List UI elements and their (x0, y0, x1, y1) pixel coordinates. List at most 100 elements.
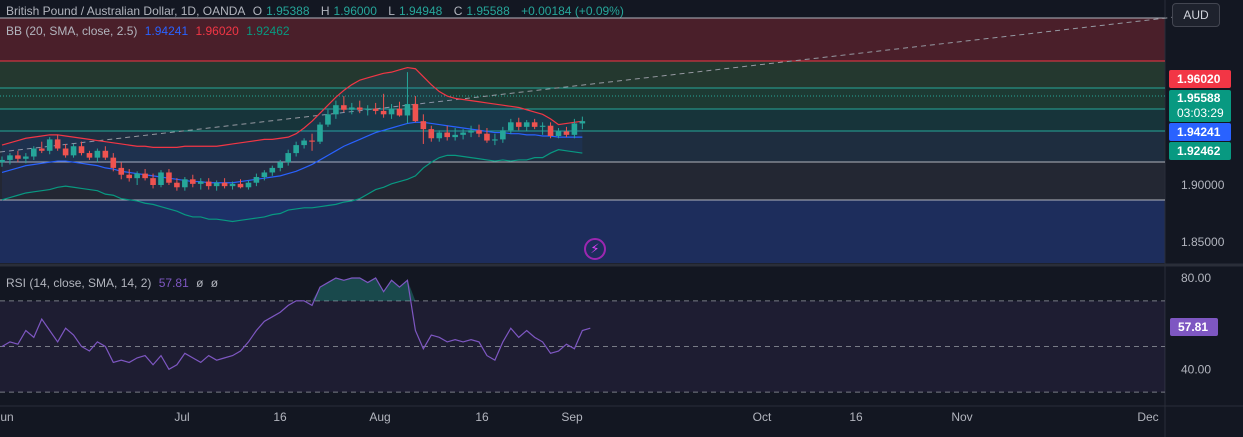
change-value: +0.00184 (+0.09%) (521, 4, 624, 18)
candle (94, 148, 101, 163)
rsi-legend-na2: ø (210, 276, 219, 290)
candle (142, 169, 148, 181)
candle (380, 93, 387, 118)
candle-body (182, 179, 188, 188)
candle-body (452, 134, 458, 138)
candle (277, 159, 284, 172)
candle (333, 100, 339, 119)
candle (54, 134, 61, 151)
candle (531, 118, 538, 130)
candle-body (7, 155, 13, 160)
candle-body (484, 133, 490, 141)
candle-body (62, 148, 69, 156)
candle (388, 104, 395, 119)
open-label: O (252, 4, 263, 18)
bb-upper-value: 1.96020 (195, 24, 239, 38)
lower-band-tag: 1.92462 (1169, 142, 1231, 160)
upper-band-tag: 1.96020 (1169, 70, 1231, 88)
candle (197, 178, 204, 190)
price-tick-label: 1.90000 (1181, 178, 1225, 192)
candle-body (197, 181, 204, 184)
trend-line (0, 16, 1176, 153)
candle (134, 171, 140, 185)
candle (15, 150, 21, 163)
rsi-legend-label: RSI (14, close, SMA, 14, 2) (6, 276, 152, 290)
candle-body (118, 167, 125, 175)
candle (31, 146, 37, 160)
time-tick-label: 16 (273, 410, 287, 424)
candle-body (293, 145, 299, 154)
candle (245, 180, 252, 190)
candle-body (221, 182, 228, 187)
candle-body (38, 148, 45, 151)
price-tick-label: 1.85000 (1181, 235, 1225, 249)
candle-body (301, 140, 307, 146)
close-label: C (453, 4, 463, 18)
candle (166, 169, 172, 185)
candle (293, 141, 299, 157)
candle (229, 181, 236, 190)
candle (460, 129, 466, 140)
rsi-tag: 57.81 (1170, 318, 1218, 336)
time-tick-label: Aug (369, 410, 390, 424)
candle (78, 141, 85, 156)
candle (253, 173, 260, 187)
candle-body (70, 146, 77, 156)
candle-body (547, 125, 554, 136)
candle (325, 109, 331, 127)
candle (484, 128, 490, 143)
candle-body (579, 121, 586, 124)
candle-body (563, 131, 570, 135)
candle-body (285, 153, 291, 163)
candle (7, 153, 13, 165)
candle-body (309, 140, 315, 142)
candle (492, 133, 498, 146)
candle (372, 102, 379, 115)
candle-body (388, 108, 395, 115)
candle (237, 179, 244, 189)
candle (285, 149, 291, 166)
countdown-timer: 03:03:29 (1177, 106, 1224, 120)
candle-body (523, 122, 530, 127)
bb-basis-value: 1.94241 (144, 24, 189, 38)
deep-zone (0, 200, 1165, 263)
last-price-tag: 1.95588 03:03:29 (1169, 90, 1231, 122)
candle-body (158, 172, 164, 185)
candle (555, 128, 562, 139)
bb-legend[interactable]: BB (20, SMA, close, 2.5) 1.94241 1.96020… (6, 24, 294, 38)
currency-button[interactable]: AUD (1172, 3, 1220, 27)
symbol-title: British Pound / Australian Dollar, 1D, O… (6, 4, 246, 18)
candle-body (94, 150, 101, 158)
candle (102, 146, 109, 160)
candle (579, 116, 586, 130)
candle (213, 180, 220, 191)
candle-body (325, 114, 331, 125)
zone-1 (0, 61, 1165, 88)
candle (150, 173, 156, 189)
candle (523, 120, 530, 132)
bb-lower-line (1, 149, 583, 223)
candle (301, 138, 307, 149)
zone-2 (0, 88, 1165, 109)
rsi-legend[interactable]: RSI (14, close, SMA, 14, 2) 57.81 ø ø (6, 276, 222, 290)
lightning-icon[interactable]: ⚡ (584, 238, 606, 260)
time-tick-label: Dec (1137, 410, 1158, 424)
time-tick-label: 16 (849, 410, 863, 424)
candle (356, 100, 363, 114)
candle-body (0, 159, 5, 163)
candle (70, 143, 77, 158)
symbol-legend: British Pound / Australian Dollar, 1D, O… (6, 4, 628, 18)
candle (38, 141, 45, 154)
candle (221, 178, 228, 189)
candle (261, 170, 268, 181)
candle-body (476, 130, 482, 134)
zone-top (0, 18, 1165, 61)
bb-lower-value: 1.92462 (246, 24, 290, 38)
low-value: 1.94948 (398, 4, 443, 18)
candle-body (261, 172, 268, 178)
candle-body (205, 181, 212, 187)
candle (539, 122, 546, 135)
candle-body (269, 167, 276, 173)
time-tick-label: Sep (561, 410, 583, 424)
